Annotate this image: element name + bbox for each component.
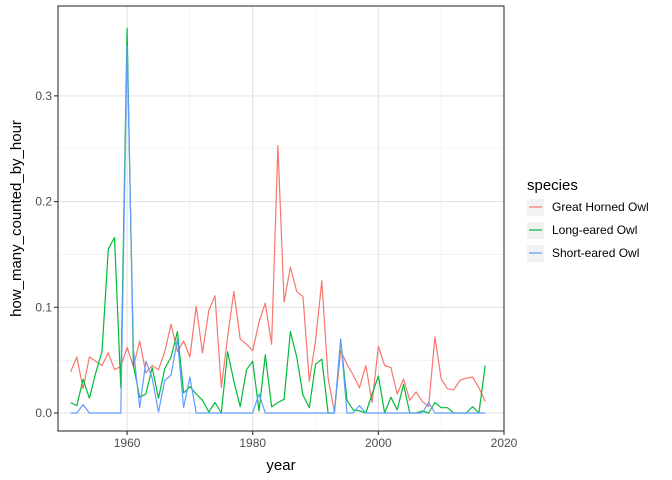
y-tick-label: 0.1 xyxy=(35,300,52,314)
legend-label: Long-eared Owl xyxy=(552,223,637,237)
legend-item-great-horned-owl: Great Horned Owl xyxy=(527,199,649,216)
x-tick-label: 1960 xyxy=(114,436,141,450)
series-lines xyxy=(70,27,486,414)
y-axis-label: how_many_counted_by_hour xyxy=(8,120,25,317)
y-tick-label: 0.0 xyxy=(35,406,52,420)
legend-items: Great Horned Owl Long-eared Owl Short-eare… xyxy=(527,199,649,262)
series-line-short-eared-owl xyxy=(70,45,486,414)
plot-border xyxy=(57,5,505,432)
x-tick-label: 1980 xyxy=(239,436,266,450)
x-axis: 1960 1980 2000 2020 xyxy=(114,431,518,450)
x-axis-label: year xyxy=(266,457,295,474)
x-tick-label: 2020 xyxy=(491,436,518,450)
legend-item-short-eared-owl: Short-eared Owl xyxy=(527,245,639,262)
x-tick-label: 2000 xyxy=(365,436,392,450)
series-line-great-horned-owl xyxy=(70,145,486,413)
y-axis: 0.0 0.1 0.2 0.3 xyxy=(35,89,58,420)
y-tick-label: 0.3 xyxy=(35,89,52,103)
legend-title: species xyxy=(527,177,578,194)
y-tick-label: 0.2 xyxy=(35,195,52,209)
legend: species Great Horned Owl Long-eared Owl Sh… xyxy=(527,177,649,262)
legend-label: Great Horned Owl xyxy=(552,200,649,214)
plot-area xyxy=(57,5,505,432)
legend-item-long-eared-owl: Long-eared Owl xyxy=(527,222,637,239)
legend-label: Short-eared Owl xyxy=(552,246,639,260)
